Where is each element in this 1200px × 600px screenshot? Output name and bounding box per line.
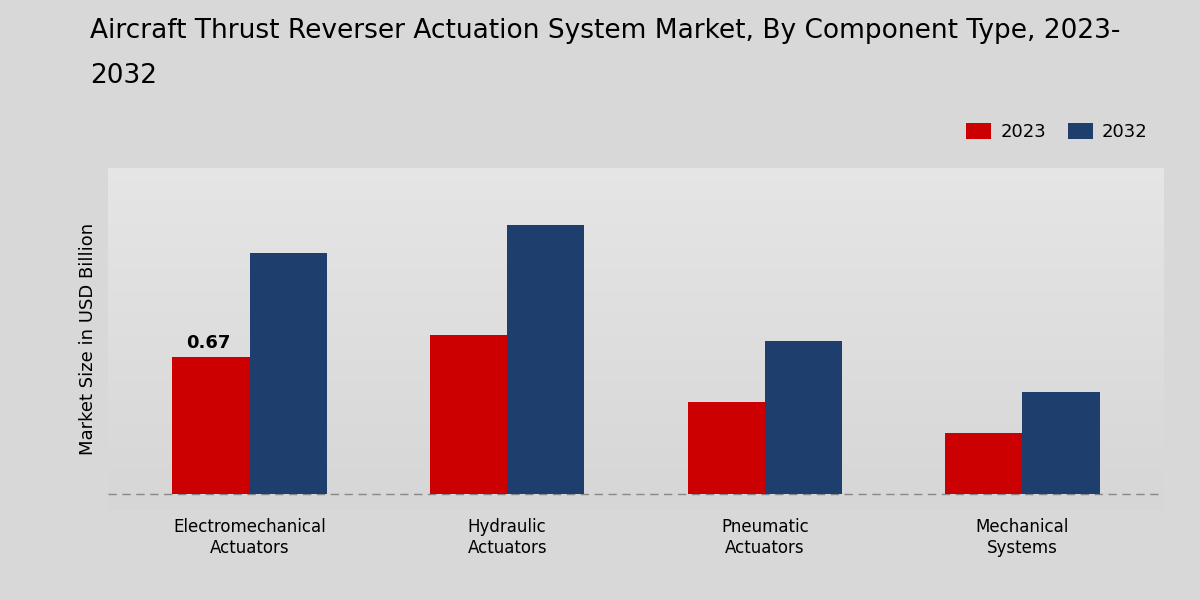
Y-axis label: Market Size in USD Billion: Market Size in USD Billion bbox=[79, 223, 97, 455]
Text: Aircraft Thrust Reverser Actuation System Market, By Component Type, 2023-: Aircraft Thrust Reverser Actuation Syste… bbox=[90, 18, 1121, 44]
Bar bbox=[764, 341, 842, 494]
Text: 2032: 2032 bbox=[90, 63, 157, 89]
Legend: 2023, 2032: 2023, 2032 bbox=[959, 115, 1154, 148]
Bar bbox=[946, 433, 1022, 494]
Bar bbox=[250, 253, 326, 494]
Bar bbox=[173, 358, 250, 494]
Text: 0.67: 0.67 bbox=[186, 334, 230, 352]
Bar bbox=[1022, 392, 1099, 494]
Bar bbox=[508, 225, 584, 494]
Bar bbox=[430, 335, 508, 494]
Bar bbox=[688, 402, 764, 494]
